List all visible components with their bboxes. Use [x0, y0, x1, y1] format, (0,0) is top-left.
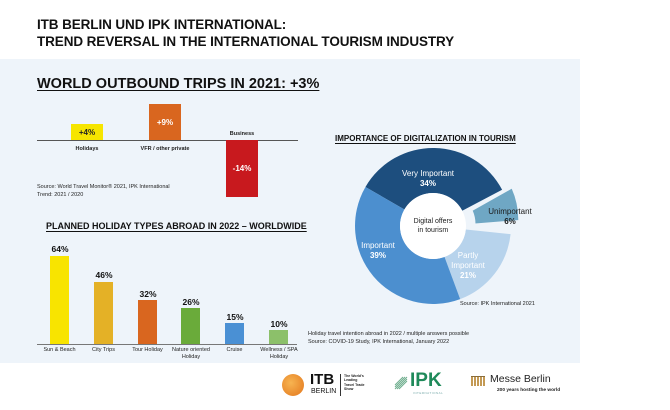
- value-sun-beach: 64%: [51, 244, 69, 254]
- label-very-important: Very Important 34%: [393, 169, 463, 189]
- bar-nature: [181, 308, 200, 344]
- ipk-logo-sub: INTERNATIONAL: [413, 391, 444, 395]
- outbound-source: Source: World Travel Monitor® 2021, IPK …: [37, 183, 170, 200]
- bar-cruise: [225, 323, 244, 344]
- messe-tagline: 200 years hosting the world: [497, 388, 561, 393]
- bar-label-business: Business: [229, 131, 255, 137]
- bar-wellness: [269, 330, 288, 344]
- value-tour-holiday: 32%: [139, 289, 157, 299]
- segment-value: 34%: [419, 179, 436, 188]
- itb-tagline: The World's Leading Travel Trade Show: [344, 374, 364, 392]
- source-line: Source: World Travel Monitor® 2021, IPK …: [37, 184, 170, 190]
- trend-line: Trend: 2021 / 2020: [37, 192, 84, 199]
- label-partly-important: Partly Important 21%: [440, 251, 496, 281]
- label-sun-beach: Sun & Beach: [43, 347, 76, 353]
- bar-sun-beach: [50, 256, 69, 344]
- segment-value: 6%: [504, 217, 516, 226]
- segment-value: 39%: [369, 251, 386, 260]
- value-cruise: 15%: [226, 312, 244, 322]
- bar-business: -14%: [226, 140, 258, 197]
- bar-value: +4%: [78, 127, 96, 137]
- messe-logo-name: Messe Berlin: [490, 373, 551, 385]
- digital-source: Source: IPK International 2021: [460, 301, 535, 307]
- digitalization-heading: IMPORTANCE OF DIGITALIZATION IN TOURISM: [335, 134, 516, 143]
- label-city-trips: City Trips: [92, 347, 115, 353]
- segment-label: Very Important: [401, 169, 455, 178]
- value-city-trips: 46%: [95, 270, 113, 280]
- bar-tour-holiday: [138, 300, 157, 344]
- segment-partly-important: [444, 229, 511, 300]
- segment-unimportant: [471, 187, 520, 225]
- planned-holiday-heading: PLANNED HOLIDAY TYPES ABROAD IN 2022 – W…: [46, 221, 307, 231]
- tagline-line: Travel Trade: [344, 382, 365, 387]
- label-cruise: Cruise: [226, 347, 243, 353]
- label-nature: Nature oriented Holiday: [172, 347, 210, 360]
- world-outbound-heading: WORLD OUTBOUND TRIPS IN 2021: +3%: [37, 76, 320, 92]
- donut-center: [400, 193, 466, 259]
- label-tour-holiday: Tour Holiday: [132, 347, 163, 353]
- bar-value: -14%: [232, 164, 252, 173]
- segment-very-important: [365, 147, 503, 211]
- bar-holidays: +4%: [71, 124, 103, 140]
- segment-important: [355, 187, 461, 304]
- ipk-logo-name: IPK: [410, 370, 442, 391]
- bar-vfr: +9%: [149, 104, 181, 140]
- center-line: in tourism: [417, 227, 449, 235]
- label-important: Important 39%: [353, 241, 403, 261]
- segment-label: Unimportant: [488, 207, 532, 216]
- center-line: Digital offers: [413, 218, 453, 225]
- planned-baseline: [37, 344, 297, 345]
- bar-label-vfr: VFR / other private: [140, 146, 190, 152]
- donut-center-label: Digital offers in tourism: [400, 217, 466, 235]
- segment-value: 21%: [459, 271, 476, 280]
- bar-city-trips: [94, 282, 113, 344]
- itb-divider: [340, 374, 341, 396]
- source-line: Source: COVID-19 Study, IPK Internationa…: [308, 339, 450, 346]
- value-wellness: 10%: [270, 319, 288, 329]
- note-line: Holiday travel intention abroad in 2022 …: [308, 331, 470, 337]
- label-unimportant: Unimportant 6%: [480, 207, 540, 227]
- segment-label: Partly: [457, 251, 479, 260]
- ipk-leaf-icon: [394, 376, 408, 390]
- planned-note: Holiday travel intention abroad in 2022 …: [308, 330, 469, 347]
- page-title-line1: ITB BERLIN UND IPK INTERNATIONAL:: [37, 17, 287, 32]
- tagline-line: Show: [344, 387, 354, 392]
- itb-logo-name: ITB: [310, 371, 335, 388]
- outbound-baseline: [37, 140, 298, 141]
- value-nature: 26%: [182, 297, 200, 307]
- itb-logo-sub: BERLIN: [311, 388, 337, 395]
- label-wellness: Wellness / SPA Holiday: [260, 347, 298, 360]
- segment-label: Important: [361, 241, 395, 250]
- tagline-line: The World's: [344, 374, 364, 378]
- segment-label: Important: [451, 261, 485, 270]
- messe-berlin-icon: [471, 376, 485, 386]
- itb-globe-icon: [282, 374, 304, 396]
- bar-label-holidays: Holidays: [75, 146, 99, 152]
- bar-value: +9%: [156, 118, 174, 127]
- tagline-line: Leading: [344, 378, 358, 383]
- page-title-line2: TREND REVERSAL IN THE INTERNATIONAL TOUR…: [37, 34, 455, 49]
